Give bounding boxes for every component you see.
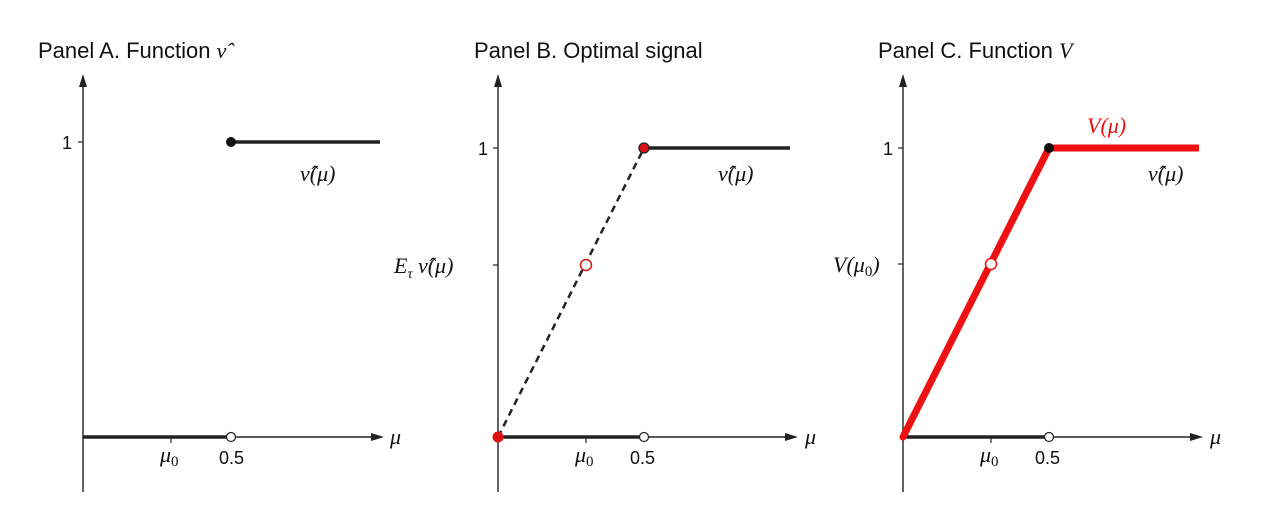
panel-b-open-red-dot [579, 258, 593, 272]
panel-c-red-series-label: V(μ) [1087, 113, 1126, 138]
panel-c-open-red-dot [984, 257, 998, 271]
panel-c-title: Panel C. Function V [878, 38, 1075, 63]
panel-b-ytick-1-label: 1 [478, 139, 488, 159]
panel-a-closed-dot [226, 137, 236, 147]
panel-b-title: Panel B. Optimal signal [474, 38, 703, 63]
panel-c: Panel C. Function V μ 1 V(μ0) μ0 0.5 V(μ… [833, 38, 1221, 492]
panel-c-open-dot [1043, 431, 1055, 443]
panel-a-open-dot [225, 431, 237, 443]
panel-b-series-label: ν̂(μ) [718, 161, 753, 186]
panel-c-x-label: μ [1209, 424, 1221, 449]
panel-b-red-dot-origin [492, 431, 504, 443]
panel-a-xtick-half-label: 0.5 [219, 448, 244, 468]
panel-a-x-label: μ [389, 424, 401, 449]
panel-a-series-label: ν̂(μ) [300, 161, 335, 186]
panel-a-xtick-mu0-label: μ0 [159, 442, 179, 470]
panel-a-y-arrow [79, 74, 87, 87]
panel-a-ytick-1-label: 1 [62, 133, 72, 153]
panel-b-x-label: μ [804, 424, 816, 449]
panel-c-ytick-1-label: 1 [883, 139, 893, 159]
panel-b-ytick-mid-label: Eτ ν̂(μ) [393, 253, 453, 282]
panel-b-red-dot-top [638, 142, 650, 154]
panel-c-closed-dot [1044, 143, 1054, 153]
panel-b: Panel B. Optimal signal μ 1 Eτ ν̂(μ) μ0 … [393, 38, 816, 492]
panel-a: Panel A. Function ν̂ μ 1 μ0 0.5 ν̂(μ) [38, 38, 401, 492]
panel-b-xtick-half-label: 0.5 [630, 448, 655, 468]
panel-c-series-label: ν̂(μ) [1148, 161, 1183, 186]
panel-c-y-arrow [899, 74, 907, 87]
panel-c-x-arrow [1190, 433, 1203, 441]
panel-a-x-arrow [371, 433, 384, 441]
panel-c-ytick-mid-label: V(μ0) [833, 252, 880, 280]
panel-a-title: Panel A. Function ν̂ [38, 38, 235, 63]
panel-b-open-dot [638, 431, 650, 443]
panel-c-red-slope [899, 144, 1053, 441]
panel-b-y-arrow [494, 74, 502, 87]
panel-b-x-arrow [785, 433, 798, 441]
panel-b-dashed-line [496, 147, 646, 438]
panel-c-xtick-half-label: 0.5 [1035, 448, 1060, 468]
panel-b-xtick-mu0-label: μ0 [574, 442, 594, 470]
panel-c-xtick-mu0-label: μ0 [979, 442, 999, 470]
